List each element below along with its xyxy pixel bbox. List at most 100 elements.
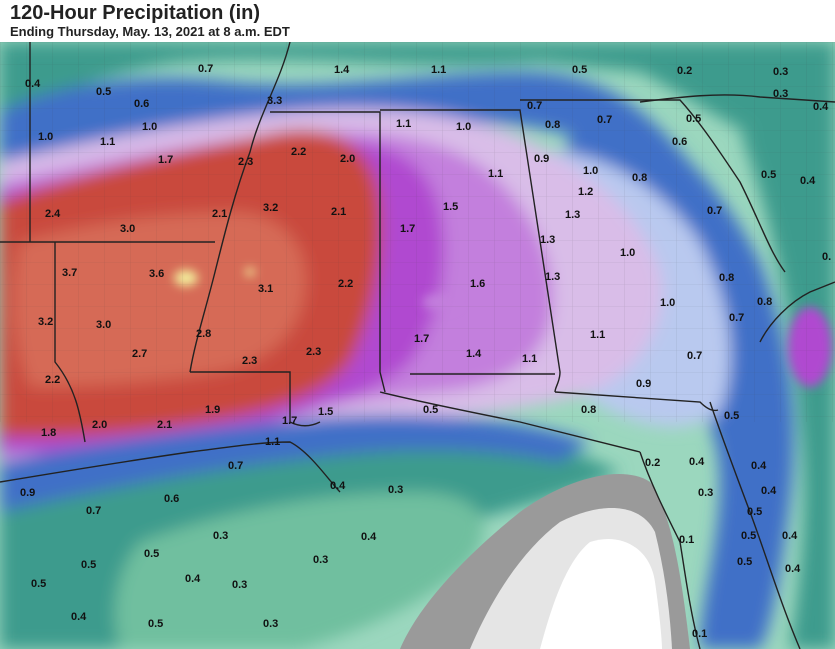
value-label: 0.2 — [645, 457, 660, 469]
value-label: 0.8 — [581, 404, 596, 416]
value-label: 0. — [822, 251, 831, 263]
gulf-blue-edge — [0, 415, 590, 512]
value-label: 0.9 — [20, 487, 35, 499]
value-label: 1.0 — [142, 121, 157, 133]
value-label: 1.1 — [100, 136, 115, 148]
value-label: 2.8 — [196, 328, 211, 340]
value-label: 2.7 — [132, 348, 147, 360]
value-label: 2.4 — [45, 208, 61, 220]
value-label: 0.5 — [572, 64, 587, 76]
value-label: 0.4 — [25, 78, 41, 90]
map-title: 120-Hour Precipitation (in) — [10, 2, 261, 24]
value-label: 0.6 — [134, 98, 149, 110]
value-label: 0.4 — [761, 485, 777, 497]
border-la-ms — [190, 371, 321, 427]
value-label: 0.8 — [545, 119, 560, 131]
value-label: 0.5 — [761, 169, 776, 181]
value-label: 2.1 — [331, 206, 346, 218]
state-borders — [0, 42, 835, 649]
florida-west-coast — [639, 451, 701, 649]
value-label: 0.3 — [213, 530, 228, 542]
value-label: 2.3 — [238, 156, 253, 168]
sc-coast — [759, 281, 835, 343]
value-label: 0.5 — [144, 548, 159, 560]
value-label: 0.9 — [534, 153, 549, 165]
value-label: 3.2 — [38, 316, 53, 328]
value-label: 2.2 — [45, 374, 60, 386]
value-label: 1.1 — [522, 353, 537, 365]
value-label: 0.7 — [86, 505, 101, 517]
value-label: 0.4 — [361, 531, 377, 543]
header: 120-Hour Precipitation (in) Ending Thurs… — [0, 0, 835, 42]
value-label: 0.5 — [741, 530, 756, 542]
value-label: 0.7 — [687, 350, 702, 362]
value-label: 0.5 — [686, 113, 701, 125]
county-lines — [0, 42, 835, 422]
map-subtitle: Ending Thursday, May. 13, 2021 at 8 a.m.… — [10, 24, 290, 39]
value-label: 0.5 — [737, 556, 752, 568]
value-label: 0.5 — [747, 506, 762, 518]
value-label: 1.4 — [466, 348, 482, 360]
value-label: 2.0 — [340, 153, 355, 165]
value-label: 0.5 — [31, 578, 46, 590]
value-label: 1.1 — [590, 329, 605, 341]
value-label: 0.3 — [388, 484, 403, 496]
value-label: 0.7 — [527, 100, 542, 112]
value-label: 1.0 — [660, 297, 675, 309]
value-label: 1.3 — [565, 209, 580, 221]
value-label: 1.7 — [414, 333, 429, 345]
value-label: 2.3 — [306, 346, 321, 358]
value-label: 0.5 — [423, 404, 438, 416]
value-label: 0.8 — [757, 296, 772, 308]
value-label: 0.4 — [782, 530, 798, 542]
value-label: 0.4 — [813, 101, 829, 113]
value-label: 1.7 — [158, 154, 173, 166]
value-label: 1.7 — [282, 415, 297, 427]
precipitation-map[interactable]: 0.4 0.7 1.4 1.1 0.5 0.2 0.3 0.5 0.6 3.3 … — [0, 42, 835, 649]
value-label: 0.6 — [164, 493, 179, 505]
value-label: 1.1 — [396, 118, 411, 130]
value-label: 0.6 — [672, 136, 687, 148]
value-label: 2.0 — [92, 419, 107, 431]
value-label: 1.3 — [545, 271, 560, 283]
florida-east-coast — [709, 401, 801, 649]
value-label: 0.8 — [719, 272, 734, 284]
value-label: 2.3 — [242, 355, 257, 367]
value-label: 0.1 — [692, 628, 707, 640]
value-label: 0.4 — [689, 456, 705, 468]
value-label: 1.9 — [205, 404, 220, 416]
value-label: 0.4 — [751, 460, 767, 472]
value-label: 1.7 — [400, 223, 415, 235]
border-nc-va — [639, 94, 835, 103]
value-label: 0.4 — [185, 573, 201, 585]
value-label: 1.2 — [578, 186, 593, 198]
value-label: 1.5 — [443, 201, 458, 213]
value-label: 3.0 — [96, 319, 111, 331]
value-label: 0.4 — [800, 175, 816, 187]
value-label: 1.1 — [431, 64, 446, 76]
value-label: 1.1 — [265, 436, 280, 448]
value-label: 3.3 — [267, 95, 282, 107]
value-label: 2.1 — [157, 419, 172, 431]
value-label: 1.0 — [456, 121, 471, 133]
value-label: 2.2 — [338, 278, 353, 290]
value-label: 0.7 — [707, 205, 722, 217]
mississippi-river — [189, 42, 291, 373]
value-label: 1.6 — [470, 278, 485, 290]
value-label: 1.5 — [318, 406, 333, 418]
border-tx-la — [54, 242, 86, 443]
value-label: 2.1 — [212, 208, 227, 220]
value-label: 0.5 — [96, 86, 111, 98]
value-label: 1.1 — [488, 168, 503, 180]
value-label: 1.8 — [41, 427, 56, 439]
value-label: 0.7 — [597, 114, 612, 126]
louisiana-coast — [0, 441, 341, 493]
border-tn-nc-ga-sc — [520, 99, 786, 273]
value-label: 0.3 — [313, 554, 328, 566]
value-label: 0.4 — [71, 611, 87, 623]
florida-land-white — [540, 538, 662, 649]
border-ga-fl — [554, 391, 719, 412]
value-label: 0.5 — [81, 559, 96, 571]
value-label: 1.4 — [334, 64, 350, 76]
